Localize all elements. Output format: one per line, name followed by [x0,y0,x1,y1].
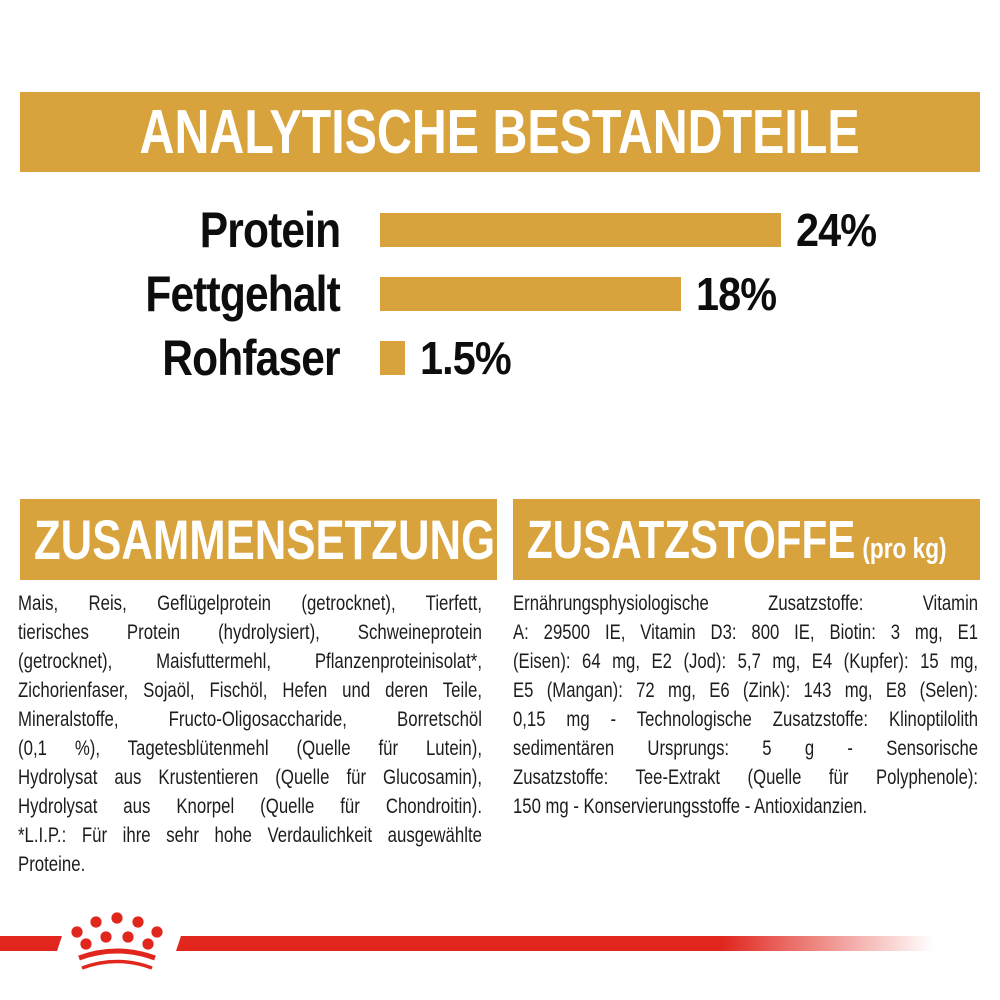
text-line: E5 (Mangan): 72 mg, E6 (Zink): 143 mg, E… [513,679,979,702]
text-line: Mineralstoffe, Fructo-Oligosaccharide, B… [18,708,482,731]
additives-text: Ernährungsphysiologische Zusatzstoffe: V… [513,589,978,821]
text-line: 150 mg - Konservierungsstoffe - Antioxid… [513,795,868,818]
additives-banner: ZUSATZSTOFFE (pro kg) [513,499,980,580]
chart-category-label: Protein [199,202,341,258]
footer-rule-right [176,936,933,951]
text-line: (0,1 %), Tagetesblütenmehl (Quelle für L… [18,737,482,760]
chart-value-label: 1.5% [420,332,512,384]
text-line: Zichorienfaser, Sojaöl, Fischöl, Hefen u… [18,679,482,702]
footer-rule-left [0,936,62,951]
chart-category-label: Rohfaser [162,330,341,386]
text-line: 0,15 mg - Technologische Zusatzstoffe: K… [513,708,979,731]
text-line: Hydrolysat aus Krustentieren (Quelle für… [18,766,482,789]
text-line: *L.I.P.: Für ihre sehr hohe Verdaulichke… [18,824,482,847]
composition-title: ZUSAMMENSETZUNG [34,508,496,571]
text-line: Mais, Reis, Geflügelprotein (getrocknet)… [18,592,482,615]
chart-row: Rohfaser 1.5% [0,326,1000,390]
royal-canin-crown-icon [71,912,163,970]
composition-banner: ZUSAMMENSETZUNG [20,499,497,580]
text-line: (getrocknet), Maisfuttermehl, Pflanzenpr… [18,650,482,673]
text-line: Ernährungsphysiologische Zusatzstoffe: V… [513,592,979,615]
chart-bar [380,213,781,247]
chart-category-label: Fettgehalt [145,266,340,322]
analytical-components-title: ANALYTISCHE BESTANDTEILE [139,97,861,167]
additives-title-suffix: (pro kg) [862,532,947,565]
text-line: Proteine. [18,853,86,876]
text-line: sedimentären Ursprungs: 5 g - Sensorisch… [513,737,979,760]
chart-row: Fettgehalt 18% [0,262,1000,326]
chart-bar [380,341,405,375]
composition-text: Mais, Reis, Geflügelprotein (getrocknet)… [18,589,482,879]
text-line: A: 29500 IE, Vitamin D3: 800 IE, Biotin:… [513,621,979,644]
chart-value-label: 24% [796,204,877,256]
chart-value-label: 18% [696,268,777,320]
text-line: (Eisen): 64 mg, E2 (Jod): 5,7 mg, E4 (Ku… [513,650,979,673]
text-line: tierisches Protein (hydrolysiert), Schwe… [18,621,482,644]
analytical-bar-chart: Protein 24% Fettgehalt 18% Rohfaser 1.5% [0,198,1000,390]
additives-title-wrap: ZUSATZSTOFFE (pro kg) [527,509,947,571]
chart-row: Protein 24% [0,198,1000,262]
text-line: Zusatzstoffe: Tee-Extrakt (Quelle für Po… [513,766,979,789]
additives-title: ZUSATZSTOFFE [527,509,856,570]
chart-bar [380,277,681,311]
analytical-components-banner: ANALYTISCHE BESTANDTEILE [20,92,980,172]
text-line: Hydrolysat aus Knorpel (Quelle für Chond… [18,795,482,818]
composition-text-column: Mais, Reis, Geflügelprotein (getrocknet)… [18,589,482,879]
additives-text-column: Ernährungsphysiologische Zusatzstoffe: V… [513,589,979,821]
